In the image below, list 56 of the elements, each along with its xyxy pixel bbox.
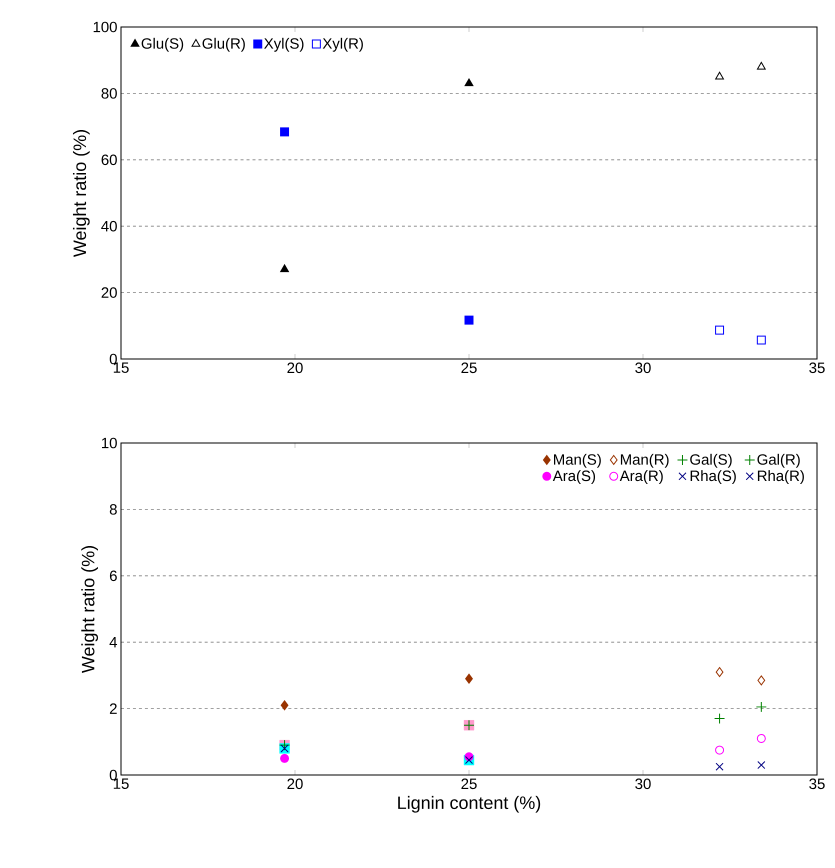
legend-label: Glu(S)	[142, 38, 184, 52]
x-tick-label: 20	[287, 778, 303, 790]
point	[280, 127, 290, 136]
legend-label: Xyl(S)	[264, 38, 304, 52]
y-axis-title: Weight ratio (%)	[81, 546, 98, 674]
x-tick-label: 35	[809, 778, 825, 790]
legend-label: Ara(S)	[552, 470, 596, 484]
legend-label: Gal(S)	[690, 454, 732, 468]
x-tick-label: 30	[635, 778, 651, 790]
y-tick-label: 10	[102, 438, 117, 448]
point	[716, 762, 724, 771]
x-tick-label: 35	[809, 362, 825, 374]
legend-label: Rha(R)	[758, 470, 804, 484]
y-tick-label: 60	[102, 154, 117, 166]
y-tick-label: 0	[110, 770, 117, 780]
legend-label: Ara(R)	[620, 470, 663, 484]
y-tick-label: 2	[110, 703, 117, 714]
legend-label: Man(S)	[554, 454, 601, 468]
point	[716, 667, 724, 678]
point	[280, 700, 288, 710]
y-tick-label: 4	[110, 637, 118, 648]
y-tick-label: 80	[102, 88, 117, 99]
y-tick-label: 20	[102, 287, 117, 298]
y-tick-label: 0	[110, 354, 117, 364]
point	[714, 713, 726, 724]
point	[757, 761, 766, 770]
legend-label: Xyl(R)	[322, 38, 363, 52]
x-axis-title: Lignin content (%)	[398, 796, 540, 813]
point	[464, 78, 474, 86]
x-tick-label: 30	[635, 362, 651, 374]
point	[465, 674, 473, 684]
x-tick-label: 20	[287, 362, 303, 374]
point	[756, 734, 766, 743]
y-tick-label: 8	[110, 504, 117, 515]
point	[715, 326, 724, 335]
point	[757, 675, 766, 686]
y-axis-title: Weight ratio (%)	[72, 130, 90, 258]
point	[756, 62, 766, 70]
x-tick-label: 15	[114, 778, 129, 789]
legend-label: Man(R)	[620, 454, 669, 468]
y-tick-label: 100	[94, 22, 117, 32]
point	[280, 264, 289, 272]
point	[756, 701, 767, 712]
x-tick-label: 15	[114, 362, 129, 373]
y-tick-label: 6	[110, 570, 117, 582]
point	[756, 336, 766, 345]
legend-label: Gal(R)	[757, 454, 800, 468]
y-tick-label: 40	[101, 220, 117, 232]
point	[464, 316, 474, 325]
legend-label: Glu(R)	[202, 38, 245, 52]
x-tick-label: 25	[461, 778, 477, 790]
x-tick-label: 25	[461, 362, 477, 374]
point	[280, 754, 290, 763]
point	[715, 746, 724, 755]
point	[715, 72, 724, 80]
legend-label: Rha(S)	[690, 470, 736, 484]
